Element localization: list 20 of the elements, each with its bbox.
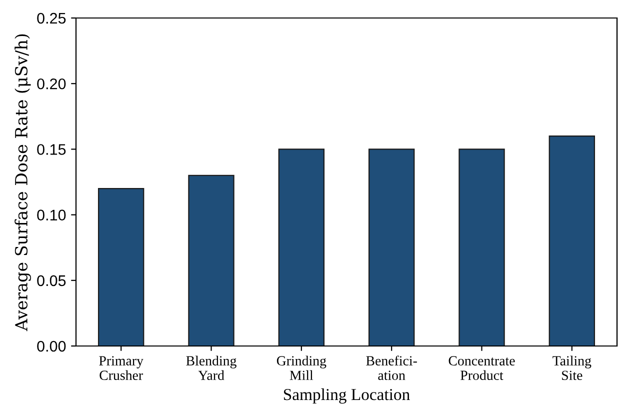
y-tick-label: 0.20: [37, 78, 66, 90]
y-tick-label: 0.05: [37, 275, 66, 286]
y-tick-label: 0.10: [37, 210, 66, 220]
y-tick-label: 0.00: [37, 340, 66, 352]
x-tick-label: Tailing Site: [552, 356, 592, 380]
bar: [98, 188, 144, 346]
bar: [548, 136, 596, 346]
bar: [188, 174, 234, 346]
y-axis-title: Average Surface Dose Rate (μSv/h): [14, 34, 31, 332]
x-tick-label: Benefici- ation: [366, 356, 417, 380]
x-tick-label: Grinding Mill: [276, 356, 326, 380]
x-tick-label: Primary Crusher: [99, 356, 144, 380]
x-tick-label: Concentrate Product: [448, 356, 515, 380]
y-tick-label: 0.25: [37, 12, 66, 24]
x-tick-label: Blending Yard: [186, 356, 236, 380]
bar: [278, 148, 325, 346]
bar: [368, 148, 415, 346]
y-tick-label: 0.15: [37, 144, 66, 155]
bar: [458, 148, 505, 346]
x-axis-title: Sampling Location: [284, 388, 410, 404]
